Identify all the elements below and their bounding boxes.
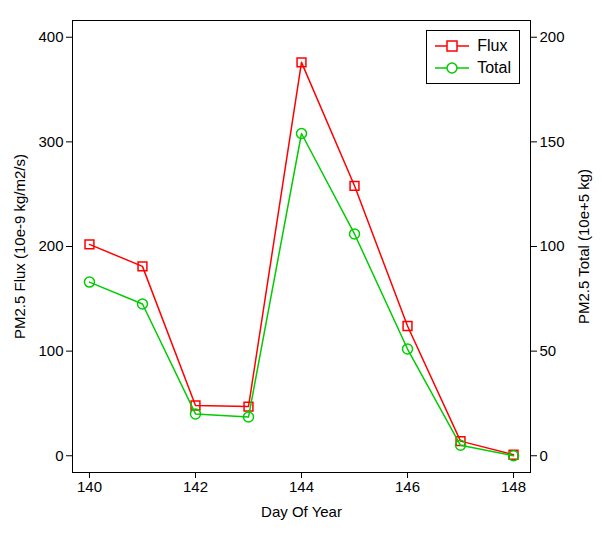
html-text:Total: Total — [477, 59, 511, 76]
svg-text:0: 0 — [55, 447, 63, 464]
svg-text:PM2.5 Flux (10e-9 kg/m2/s): PM2.5 Flux (10e-9 kg/m2/s) — [11, 154, 28, 339]
svg-text:146: 146 — [395, 478, 420, 495]
svg-text:PM2.5 Total (10e+5 kg): PM2.5 Total (10e+5 kg) — [575, 169, 592, 324]
svg-text:140: 140 — [77, 478, 102, 495]
svg-text:300: 300 — [38, 133, 63, 150]
html-text:Flux: Flux — [477, 37, 508, 54]
svg-text:100: 100 — [540, 237, 565, 254]
svg-text:0: 0 — [540, 447, 548, 464]
svg-text:200: 200 — [38, 237, 63, 254]
svg-text:144: 144 — [289, 478, 314, 495]
svg-text:142: 142 — [183, 478, 208, 495]
svg-text:400: 400 — [38, 28, 63, 45]
svg-text:Day Of Year: Day Of Year — [261, 503, 342, 520]
svg-text:50: 50 — [540, 342, 557, 359]
svg-text:100: 100 — [38, 342, 63, 359]
svg-text:148: 148 — [501, 478, 526, 495]
svg-text:200: 200 — [540, 28, 565, 45]
svg-text:150: 150 — [540, 133, 565, 150]
